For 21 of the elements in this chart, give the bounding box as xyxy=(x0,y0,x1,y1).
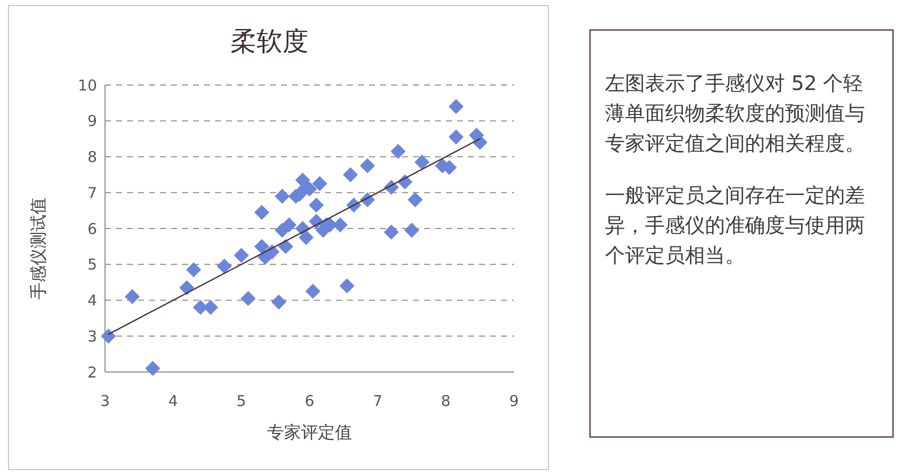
y-tick-label: 8 xyxy=(87,148,97,166)
y-tick-label: 2 xyxy=(87,363,97,382)
x-tick-label: 9 xyxy=(509,392,519,410)
x-tick-label: 8 xyxy=(441,392,451,410)
y-tick-label: 6 xyxy=(87,220,97,238)
x-axis-title: 专家评定值 xyxy=(267,423,352,443)
x-tick-label: 3 xyxy=(100,392,110,410)
y-tick-label: 3 xyxy=(87,327,97,346)
y-tick-label: 10 xyxy=(78,76,97,94)
y-tick-label: 5 xyxy=(87,256,97,274)
x-tick-label: 5 xyxy=(236,392,246,410)
y-tick-label: 7 xyxy=(87,184,97,202)
text: 一般评定员之间存在一定的差异，手感仪的准确度与使用两个评定员相当。 xyxy=(605,183,865,267)
chart-title: 柔软度 xyxy=(230,27,308,57)
y-tick-label: 9 xyxy=(87,112,97,130)
text: 左图表示了手感仪对 52 个轻薄单面织物柔软度的预测值与专家评定值之间的相关程度。 xyxy=(605,71,865,155)
y-tick-label: 4 xyxy=(87,292,97,310)
y-axis-title: 手感仪测试值 xyxy=(29,198,49,300)
x-tick-label: 4 xyxy=(168,392,178,410)
x-tick-label: 7 xyxy=(372,392,382,410)
x-tick-label: 6 xyxy=(304,392,314,410)
